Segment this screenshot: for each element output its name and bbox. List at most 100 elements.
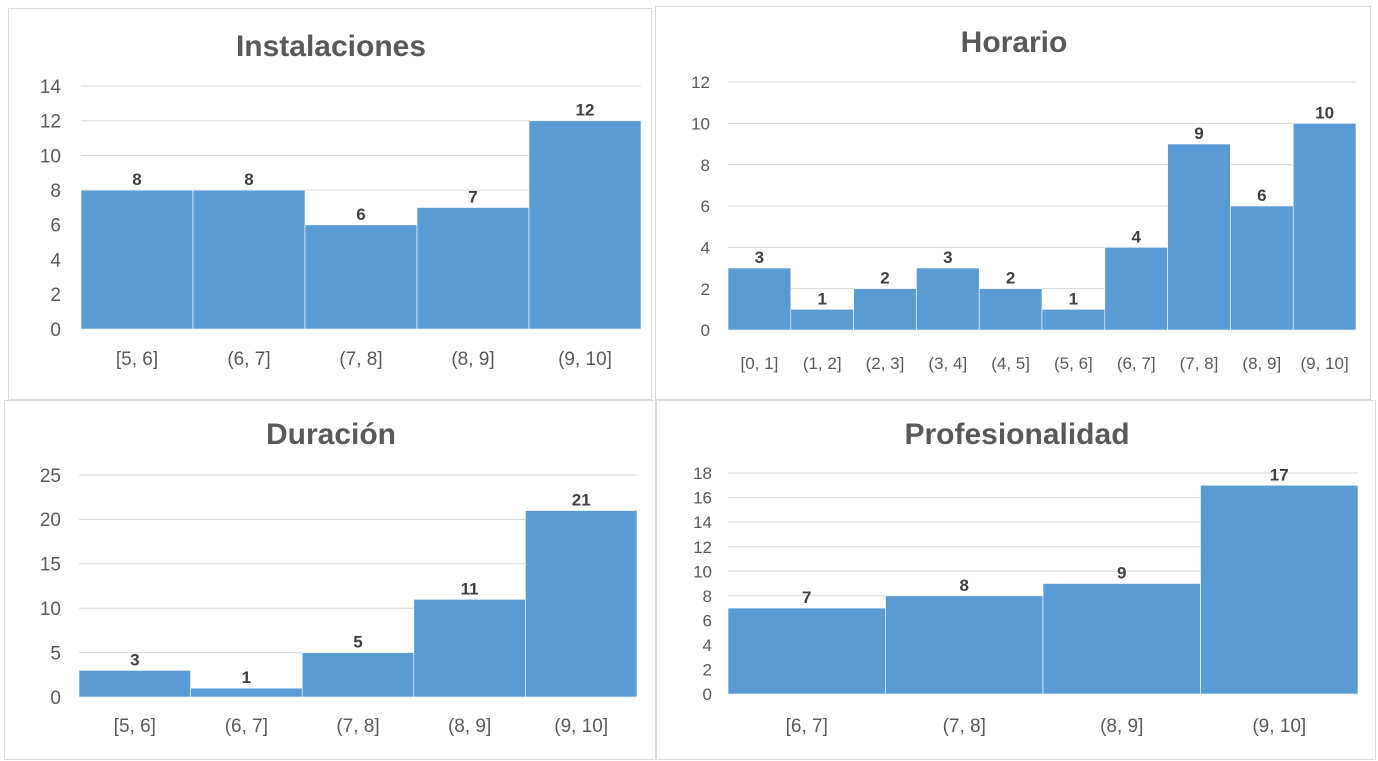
chart-title: Horario	[961, 26, 1068, 59]
x-tick-label: (9, 10]	[554, 716, 608, 737]
data-label: 9	[1117, 564, 1126, 583]
data-label: 3	[943, 248, 952, 267]
x-tick-label: (7, 8]	[339, 349, 382, 370]
bar	[1230, 205, 1294, 331]
y-tick-label: 8	[50, 181, 61, 202]
bar	[80, 189, 194, 330]
data-label: 7	[802, 588, 811, 607]
data-label: 5	[353, 633, 362, 652]
data-label: 4	[1131, 227, 1141, 246]
bar	[916, 267, 980, 331]
data-label: 3	[755, 248, 764, 267]
bar	[190, 687, 303, 698]
x-tick-label: (4, 5]	[991, 354, 1030, 373]
data-label: 10	[1315, 103, 1334, 122]
data-label: 1	[242, 668, 251, 687]
y-tick-label: 4	[703, 636, 712, 655]
x-tick-label: (8, 9]	[451, 349, 494, 370]
bar	[1104, 247, 1168, 331]
bar	[885, 595, 1044, 695]
bar	[790, 309, 854, 331]
x-tick-label: (7, 8]	[1180, 354, 1219, 373]
y-tick-label: 14	[40, 77, 62, 98]
data-label: 6	[356, 205, 365, 224]
chart-instalaciones: Instalaciones 0 2 4 6 8 10 12 14 8 [5, 6] 8 (6, 7] 6 (…	[40, 30, 642, 370]
chart-panel-horario: Horario 0 2 4 6 8 10 12 3 [0, 1] 1 (1, 2] 2 (2, 3] 3 (3…	[655, 6, 1371, 400]
bar	[1167, 143, 1231, 331]
data-label: 2	[1006, 269, 1015, 288]
bar	[1041, 309, 1106, 331]
x-tick-label: (9, 10]	[1300, 354, 1348, 373]
bar	[78, 670, 191, 698]
y-tick-label: 8	[703, 587, 712, 606]
y-tick-label: 5	[50, 643, 61, 664]
y-tick-label: 2	[703, 661, 712, 680]
chart-panel-profesionalidad: Profesionalidad 0 2 4 6 8 10 12 14 16 18 7 [6, 7] 8 (7…	[656, 400, 1376, 760]
x-tick-label: [6, 7]	[786, 716, 828, 737]
y-tick-label: 6	[703, 611, 712, 630]
x-tick-label: (3, 4]	[928, 354, 967, 373]
data-label: 11	[461, 579, 479, 598]
chart-duracion: Duración 0 5 10 15 20 25 3 [5, 6] 1 (6, 7] 5 (7, 8] 1…	[40, 418, 638, 737]
y-tick-label: 0	[703, 685, 712, 704]
y-tick-label: 12	[693, 538, 712, 557]
data-label: 7	[468, 188, 477, 207]
data-label: 1	[1069, 289, 1078, 308]
x-tick-label: (8, 9]	[1242, 354, 1281, 373]
bar	[416, 207, 530, 330]
data-label: 12	[576, 101, 595, 120]
x-tick-label: (5, 6]	[1054, 354, 1093, 373]
bar	[413, 599, 526, 698]
data-label: 8	[132, 170, 141, 189]
y-tick-label: 12	[691, 73, 710, 92]
bar	[192, 189, 306, 330]
y-tick-label: 20	[40, 510, 61, 531]
y-tick-label: 10	[40, 599, 61, 620]
x-tick-label: [0, 1]	[740, 354, 778, 373]
y-tick-label: 0	[50, 320, 61, 341]
y-tick-label: 14	[693, 513, 712, 532]
data-label: 1	[817, 289, 826, 308]
bar	[528, 120, 642, 330]
y-tick-label: 16	[693, 489, 712, 508]
y-tick-label: 4	[50, 250, 61, 271]
bar	[727, 607, 886, 695]
bar	[727, 267, 792, 331]
bar	[525, 510, 638, 698]
data-label: 21	[572, 491, 591, 510]
data-label: 9	[1194, 124, 1203, 143]
chart-title: Profesionalidad	[904, 418, 1129, 451]
x-tick-label: (8, 9]	[448, 716, 491, 737]
bar	[304, 224, 418, 330]
y-tick-label: 6	[50, 216, 61, 237]
x-tick-label: (9, 10]	[1252, 716, 1306, 737]
y-tick-label: 6	[701, 197, 710, 216]
x-tick-label: (6, 7]	[225, 716, 268, 737]
bar	[1042, 583, 1201, 695]
y-tick-label: 12	[40, 112, 61, 133]
bar	[1292, 123, 1357, 331]
y-tick-label: 18	[693, 464, 712, 483]
chart-panel-instalaciones: Instalaciones 0 2 4 6 8 10 12 14 8 [5, 6] 8 (6, 7] 6 (…	[8, 8, 652, 400]
y-tick-label: 25	[40, 466, 61, 487]
data-label: 8	[960, 576, 969, 595]
x-tick-label: (8, 9]	[1100, 716, 1143, 737]
y-tick-label: 8	[701, 156, 710, 175]
chart-panel-duracion: Duración 0 5 10 15 20 25 3 [5, 6] 1 (6, 7] 5 (7, 8] 1…	[4, 400, 656, 760]
y-tick-label: 2	[50, 285, 61, 306]
x-tick-label: [5, 6]	[116, 349, 158, 370]
bar	[853, 288, 917, 331]
bar	[1200, 484, 1359, 695]
data-label: 6	[1257, 186, 1266, 205]
x-tick-label: (7, 8]	[943, 716, 986, 737]
x-tick-label: (1, 2]	[803, 354, 842, 373]
data-label: 3	[130, 650, 139, 669]
x-tick-label: (6, 7]	[1117, 354, 1156, 373]
y-tick-label: 10	[691, 114, 710, 133]
chart-profesionalidad: Profesionalidad 0 2 4 6 8 10 12 14 16 18 7 [6, 7] 8 (7…	[693, 418, 1359, 737]
y-tick-label: 0	[50, 688, 61, 709]
y-tick-label: 4	[701, 238, 710, 257]
chart-title: Instalaciones	[236, 30, 426, 63]
y-tick-label: 0	[701, 321, 710, 340]
y-tick-label: 10	[40, 146, 61, 167]
